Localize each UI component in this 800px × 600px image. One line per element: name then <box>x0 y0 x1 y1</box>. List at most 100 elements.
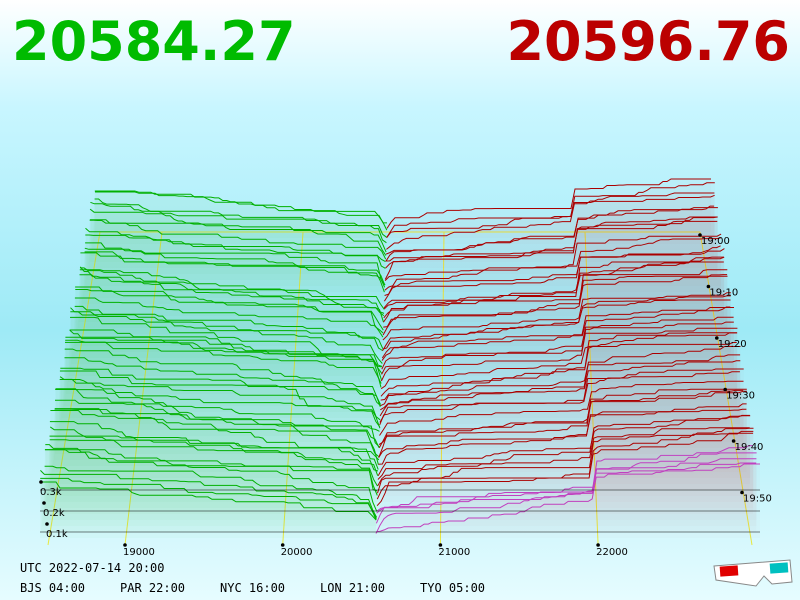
ask-depth-line <box>377 414 750 480</box>
bid-depth-line <box>64 348 382 407</box>
bid-depth-line <box>89 208 387 253</box>
bid-depth-line <box>74 297 384 338</box>
ask-depth-line <box>380 360 741 411</box>
bid-depth-line <box>75 286 384 334</box>
bid-depth-line <box>85 242 386 286</box>
ask-depth-line <box>383 256 725 310</box>
bid-depth-line <box>59 379 381 428</box>
depth-tick-label: 0.3k <box>40 487 62 498</box>
ask-depth-line <box>376 430 754 500</box>
tick-dot <box>39 480 43 484</box>
ask-depth-line <box>376 452 757 514</box>
bid-depth-line <box>70 307 383 351</box>
ask-depth-line <box>380 342 737 401</box>
bid-depth-line <box>80 267 385 314</box>
ask-depth-line <box>380 332 737 397</box>
ask-depth-line <box>386 178 711 229</box>
ask-depth-line <box>378 388 747 458</box>
bid-depth-line <box>60 367 381 407</box>
ask-depth-line <box>386 192 715 250</box>
bid-depth-line <box>84 251 386 288</box>
ask-depth-line <box>382 274 728 336</box>
ask-depth-line <box>381 307 734 361</box>
bid-depth-line <box>89 219 387 260</box>
bid-depth-line <box>94 190 388 231</box>
ask-depth-line <box>381 306 731 359</box>
price-tick-label: 21000 <box>438 547 470 558</box>
bid-depth-line <box>50 410 379 465</box>
bid-depth-line <box>80 252 385 293</box>
depth-tick-label: 0.1k <box>46 529 68 540</box>
price-tick-label: 19000 <box>123 547 155 558</box>
tick-dot <box>280 543 285 547</box>
tick-dot <box>740 490 744 495</box>
bid-depth-line <box>45 449 378 492</box>
bid-depth-line <box>70 311 383 364</box>
ask-depth-line <box>378 403 747 458</box>
ask-depth-line <box>375 463 760 534</box>
tick-dot <box>723 387 727 392</box>
ask-depth-line <box>384 245 721 296</box>
time-tick-label: 19:50 <box>743 494 772 505</box>
timezone-label: PAR 22:00 <box>120 581 185 595</box>
bid-price: 20584.27 <box>12 10 296 73</box>
bid-depth-line <box>79 274 384 323</box>
bid-depth-line <box>40 470 377 519</box>
price-tick-label: 22000 <box>596 547 628 558</box>
bid-depth-line <box>95 191 388 224</box>
ask-depth-line <box>376 432 754 507</box>
bid-depth-line <box>49 421 379 472</box>
bid-depth-line <box>89 219 387 256</box>
bid-depth-line <box>90 201 387 244</box>
ask-depth-line <box>384 237 721 291</box>
ask-depth-line <box>381 316 734 375</box>
ask-depth-line <box>383 261 724 319</box>
ask-depth-line <box>382 299 731 352</box>
ask-depth-line <box>386 194 715 238</box>
ask-depth-line <box>380 332 738 390</box>
timezone-label: LON 21:00 <box>320 581 385 595</box>
bid-depth-line <box>64 357 381 405</box>
bid-depth-line <box>65 341 382 388</box>
time-tick-label: 19:30 <box>726 391 755 402</box>
bid-depth-line <box>49 435 378 487</box>
ask-depth-line <box>379 354 741 417</box>
bid-depth-line <box>85 234 386 269</box>
bid-depth-line <box>59 376 381 421</box>
bid-depth-line <box>84 247 386 286</box>
bid-depth-line <box>40 477 377 521</box>
ask-depth-line <box>380 327 738 382</box>
bid-depth-line <box>79 266 385 310</box>
ask-depth-line <box>377 427 750 487</box>
tick-dot <box>706 284 711 289</box>
bid-depth-line <box>55 388 380 432</box>
ask-depth-line <box>378 390 747 446</box>
timezone-label: TYO 05:00 <box>420 581 485 595</box>
tick-dot <box>731 439 736 443</box>
bid-depth-line <box>69 329 383 374</box>
time-tick-label: 19:40 <box>735 442 764 453</box>
depth-plot: 19000 20000 21000 22000 0.3k 0.2k 0.1k 19:00 19:… <box>39 178 772 558</box>
ask-depth-line <box>383 269 728 328</box>
depth-tick-label: 0.2k <box>43 508 65 519</box>
red-lens <box>719 565 739 577</box>
ask-depth-line <box>381 321 734 370</box>
bid-depth-line <box>49 439 379 476</box>
utc-time: UTC 2022-07-14 20:00 <box>20 561 165 575</box>
ask-price: 20596.76 <box>506 10 790 73</box>
ask-depth-line <box>378 408 747 465</box>
time-tick-label: 19:00 <box>701 236 730 247</box>
ask-depth-line <box>379 368 744 426</box>
ask-depth-line <box>382 292 731 341</box>
bid-depth-line <box>65 339 382 384</box>
price-tick-label: 20000 <box>281 547 313 558</box>
ask-depth-line <box>384 220 718 280</box>
ask-depth-line <box>385 216 718 269</box>
ask-depth-line <box>383 275 728 323</box>
price-grid-line <box>282 231 304 546</box>
bid-depth-line <box>79 269 385 317</box>
ask-depth-line <box>382 295 731 350</box>
